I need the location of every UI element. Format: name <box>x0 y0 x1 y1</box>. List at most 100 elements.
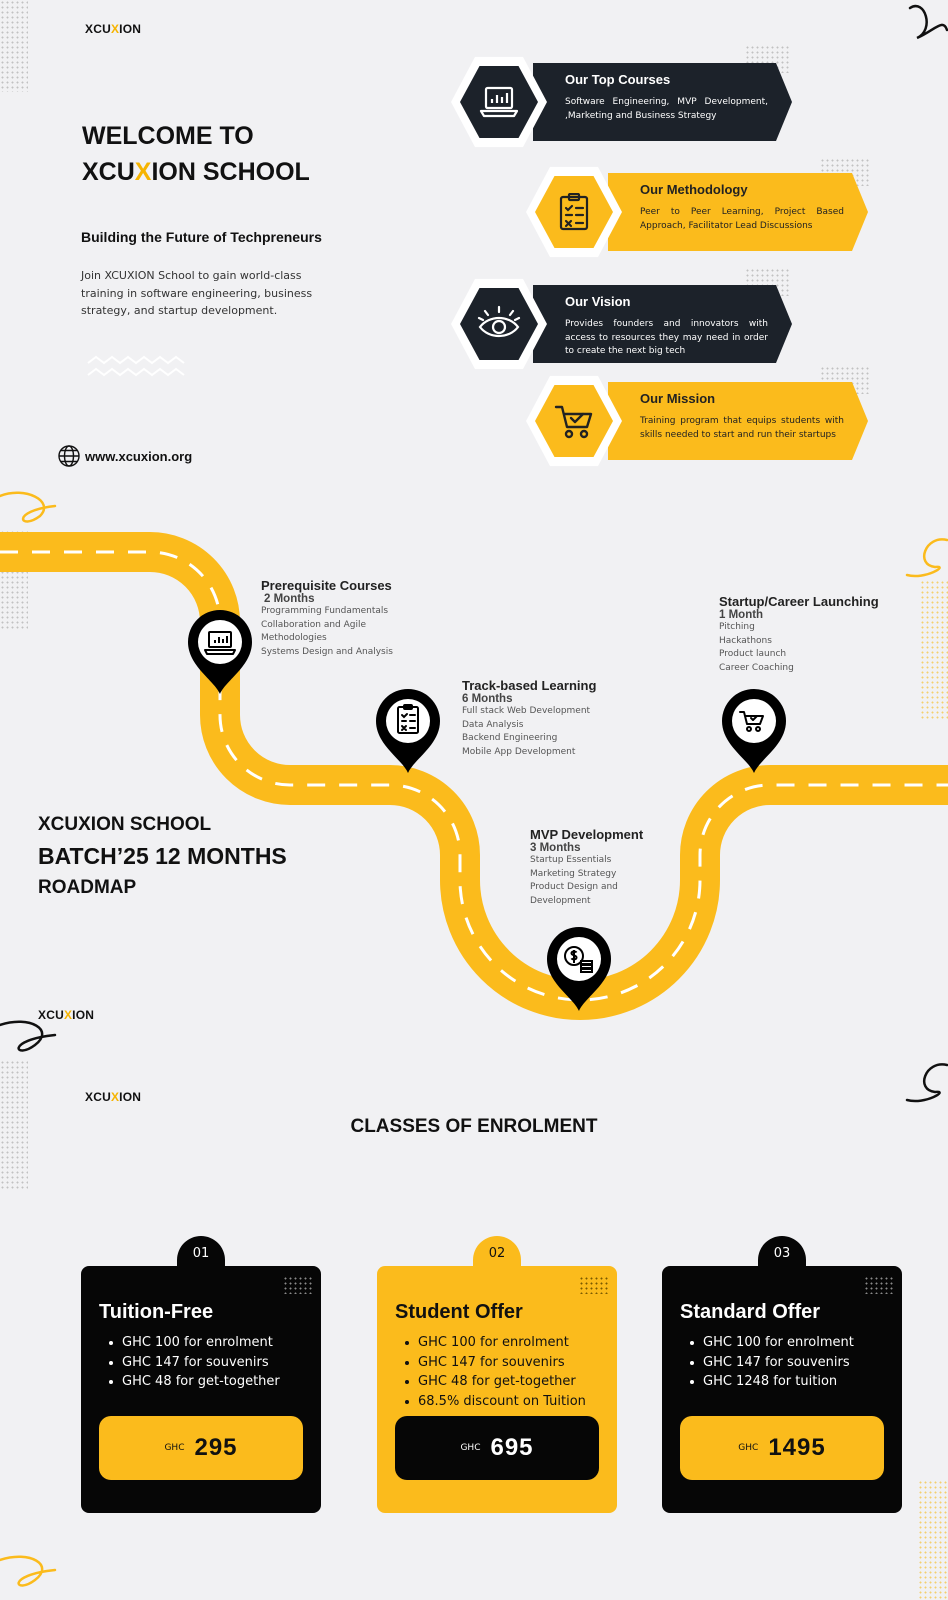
roadmap-stage-prerequisite: Prerequisite Courses 2 Months Programmin… <box>261 578 461 659</box>
list-item: GHC 100 for enrolment <box>690 1333 884 1353</box>
feature-title: Our Top Courses <box>565 72 671 87</box>
card-title: Tuition-Free <box>99 1301 214 1323</box>
price-box: GHC 695 <box>395 1416 599 1480</box>
card-number: 02 <box>473 1236 521 1270</box>
card-number: 01 <box>177 1236 225 1270</box>
feature-methodology: Our Methodology Peer to Peer Learning, P… <box>526 166 868 258</box>
feature-top-courses: Our Top Courses Software Engineering, MV… <box>451 56 792 148</box>
list-item: Backend Engineering <box>462 733 558 743</box>
list-item: GHC 48 for get-together <box>405 1372 599 1392</box>
list-item: GHC 100 for enrolment <box>405 1333 599 1353</box>
dot-pattern <box>0 0 28 92</box>
stage-title: Track-based Learning <box>462 678 597 693</box>
dot-pattern <box>579 1276 609 1294</box>
hero-description: Join XCUXION School to gain world-class … <box>81 269 313 317</box>
scribble-decoration <box>0 1020 57 1052</box>
logo: XCUXION <box>85 1090 142 1104</box>
website-link[interactable]: www.xcuxion.org <box>57 444 192 468</box>
dot-pattern <box>864 1276 894 1294</box>
stage-items: Startup Essentials Marketing Strategy Pr… <box>530 854 700 908</box>
enrolment-heading: CLASSES OF ENROLMENT <box>350 1116 598 1137</box>
stage-title: Prerequisite Courses <box>261 578 392 593</box>
list-item: GHC 100 for enrolment <box>109 1333 303 1353</box>
scribble-decoration <box>0 491 57 523</box>
dot-pattern <box>920 580 948 720</box>
price-value: 295 <box>194 1434 238 1461</box>
logo: XCUXION <box>85 22 142 36</box>
list-item: Startup Essentials <box>530 855 612 865</box>
price-currency: GHC <box>460 1443 481 1453</box>
money-coins-icon <box>564 946 593 973</box>
price-currency: GHC <box>738 1443 759 1453</box>
list-item: GHC 1248 for tuition <box>690 1372 884 1392</box>
card-items: GHC 100 for enrolment GHC 147 for souven… <box>395 1333 599 1411</box>
hero-subtitle: Building the Future of Techpreneurs <box>81 229 322 245</box>
price-box: GHC 1495 <box>680 1416 884 1480</box>
pricing-card-student: 02 Student Offer GHC 100 for enrolment G… <box>377 1236 617 1513</box>
dot-pattern <box>0 1060 28 1190</box>
stage-duration: 3 Months <box>530 842 581 854</box>
roadmap-pin-track <box>376 689 440 773</box>
logo: XCUXION <box>38 1008 95 1022</box>
scribble-decoration <box>905 1063 948 1103</box>
stage-items: Full stack Web Development Data Analysis… <box>462 705 662 759</box>
roadmap-pin-startup <box>722 689 786 773</box>
pricing-card-tuition-free: 01 Tuition-Free GHC 100 for enrolment GH… <box>81 1236 321 1513</box>
list-item: Career Coaching <box>719 662 794 673</box>
roadmap-stage-track: Track-based Learning 6 Months Full stack… <box>462 678 662 759</box>
feature-vision: Our Vision Provides founders and innovat… <box>451 278 792 370</box>
price-currency: GHC <box>164 1443 185 1453</box>
website-text: www.xcuxion.org <box>85 448 193 464</box>
page-title: WELCOME TO XCUXION SCHOOL <box>82 122 310 186</box>
list-item: Systems Design and Analysis <box>261 646 393 657</box>
list-item: Pitching <box>719 622 755 632</box>
feature-title: Our Mission <box>640 391 716 406</box>
roadmap-pin-prerequisite <box>188 610 252 694</box>
list-item: Marketing Strategy <box>530 868 617 879</box>
card-items: GHC 100 for enrolment GHC 147 for souven… <box>680 1333 884 1392</box>
list-item: Product launch <box>719 649 787 659</box>
price-box: GHC 295 <box>99 1416 303 1480</box>
list-item: Full stack Web Development <box>462 706 591 716</box>
list-item: Development <box>530 895 591 906</box>
laptop-chart-icon <box>204 631 236 655</box>
list-item: 68.5% discount on Tuition <box>405 1392 599 1412</box>
stage-duration: 1 Month <box>719 609 764 621</box>
list-item: Product Design and <box>530 882 618 892</box>
list-item: Hackathons <box>719 635 772 646</box>
roadmap-heading: XCUXION SCHOOL BATCH’25 12 MONTHS ROADMA… <box>38 814 287 898</box>
checklist-icon <box>559 193 589 231</box>
card-title: Student Offer <box>395 1301 523 1323</box>
list-item: GHC 147 for souvenirs <box>690 1353 884 1373</box>
stage-duration: 2 Months <box>264 593 315 605</box>
laptop-chart-icon <box>479 86 519 118</box>
scribble-decoration <box>0 1555 57 1587</box>
roadmap-stage-mvp: MVP Development 3 Months Startup Essenti… <box>530 827 700 908</box>
list-item: Methodologies <box>261 633 327 643</box>
price-value: 695 <box>490 1434 534 1461</box>
wave-decoration <box>87 355 185 377</box>
stage-items: Programming Fundamentals Collaboration a… <box>261 605 461 659</box>
shopping-cart-icon <box>554 405 593 439</box>
card-items: GHC 100 for enrolment GHC 147 for souven… <box>99 1333 303 1392</box>
list-item: GHC 147 for souvenirs <box>405 1353 599 1373</box>
dot-pattern <box>283 1276 313 1294</box>
scribble-decoration <box>905 538 948 578</box>
feature-text: Software Engineering, MVP Development, ,… <box>565 97 768 121</box>
list-item: GHC 147 for souvenirs <box>109 1353 303 1373</box>
roadmap-pin-mvp <box>547 927 611 1011</box>
card-number: 03 <box>758 1236 806 1270</box>
stage-title: MVP Development <box>530 827 644 842</box>
list-item: GHC 48 for get-together <box>109 1372 303 1392</box>
feature-text: Training program that equips students wi… <box>640 416 844 440</box>
card-title: Standard Offer <box>680 1301 821 1323</box>
stage-title: Startup/Career Launching <box>719 594 879 609</box>
list-item: Data Analysis <box>462 719 524 730</box>
price-value: 1495 <box>768 1434 826 1461</box>
eye-icon <box>477 305 521 338</box>
feature-mission: Our Mission Training program that equips… <box>526 375 868 467</box>
stage-items: Pitching Hackathons Product launch Caree… <box>719 621 919 675</box>
checklist-icon <box>397 704 419 734</box>
globe-icon <box>58 445 80 467</box>
feature-title: Our Methodology <box>640 182 748 197</box>
